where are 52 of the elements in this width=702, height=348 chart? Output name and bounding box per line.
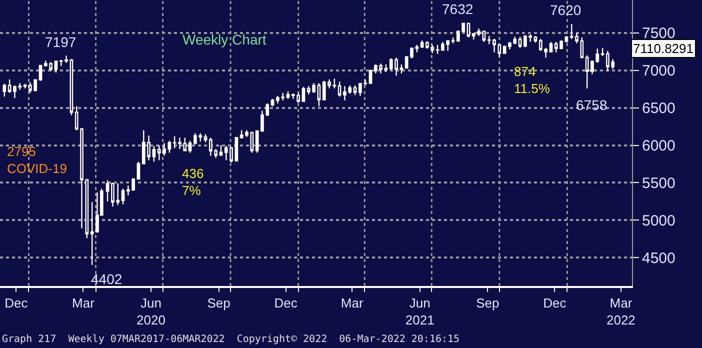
candlestick bbox=[219, 144, 223, 156]
candlestick bbox=[70, 58, 74, 116]
y-tick-label: 6500 bbox=[642, 100, 676, 118]
x-tick-label: Mar bbox=[340, 296, 364, 311]
caption: Graph 217 Weekly 07MAR2017-06MAR2022 Copyright© 2022 06-Mar-2022 20:16:15 bbox=[2, 334, 460, 345]
candlestick bbox=[518, 36, 522, 49]
candlestick bbox=[54, 60, 58, 74]
candlestick bbox=[188, 140, 192, 154]
x-tick-label: Mar 2022 bbox=[606, 296, 636, 328]
annotation: 436 7% bbox=[182, 166, 204, 198]
candlestick bbox=[302, 86, 306, 102]
y-tick-label: 5500 bbox=[642, 174, 676, 192]
candlestick bbox=[368, 69, 372, 84]
y-tick-label: 5000 bbox=[642, 212, 676, 230]
candlestick bbox=[534, 35, 538, 44]
candlestick bbox=[482, 30, 486, 43]
candlestick bbox=[270, 98, 274, 107]
candlestick bbox=[106, 180, 110, 202]
candlestick bbox=[2, 83, 6, 98]
annotation: 2795 COVID-19 bbox=[7, 144, 67, 176]
x-tick-label: Jun 2020 bbox=[136, 296, 166, 328]
candlestick bbox=[436, 44, 440, 55]
candlestick bbox=[451, 36, 455, 44]
x-tick-label: Dec bbox=[4, 296, 28, 311]
candlestick bbox=[121, 188, 125, 205]
annotation: 7110.8291 bbox=[633, 41, 694, 56]
candlestick bbox=[600, 47, 604, 57]
annotation: 874 11.5% bbox=[514, 64, 550, 96]
annotation: 7197 bbox=[45, 34, 76, 50]
y-tick-label: 7000 bbox=[642, 62, 676, 80]
y-tick-label: 4500 bbox=[642, 250, 676, 267]
annotation: 7620 bbox=[550, 2, 582, 18]
candlestick bbox=[152, 145, 156, 162]
candlestick bbox=[286, 90, 290, 100]
candlestick bbox=[564, 35, 568, 44]
candlestick bbox=[353, 84, 357, 96]
x-tick-label: Mar bbox=[72, 296, 96, 311]
x-tick-label: Sep bbox=[207, 296, 230, 311]
x-tick-label: Dec bbox=[274, 296, 298, 311]
y-tick-label: 7500 bbox=[642, 25, 676, 42]
annotation: 7632 bbox=[442, 1, 474, 17]
x-tick-label: Jun 2021 bbox=[405, 296, 434, 328]
annotation: 4402 bbox=[91, 271, 122, 287]
candlestick bbox=[317, 82, 321, 107]
y-tick-label: 6000 bbox=[642, 138, 676, 154]
x-tick-label: Sep bbox=[476, 296, 500, 311]
annotation: 6758 bbox=[576, 97, 608, 113]
text: Weekly Chart bbox=[182, 32, 266, 48]
candlestick bbox=[384, 64, 388, 72]
x-tick-label: Dec bbox=[543, 296, 567, 311]
candlestick bbox=[204, 133, 208, 143]
candlestick bbox=[400, 64, 404, 74]
